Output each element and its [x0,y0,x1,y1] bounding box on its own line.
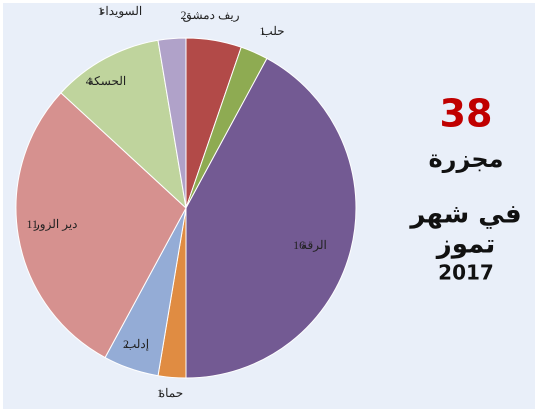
slice-label: ريف دمشق2 [180,8,239,22]
slice-label: الحسكة4 [86,74,127,88]
slice [60,39,187,210]
summary-line: في شهر [408,200,521,230]
slice-label: إدلب2 [123,337,149,352]
category-label: حلب [261,24,284,38]
summary-line: مجزرة [428,145,503,173]
category-label: إدلب [125,337,149,352]
value-label: 1 [259,24,265,38]
slice-label: حماة1 [157,386,183,400]
value-label: 2 [180,8,186,22]
category-label: الرقة [301,238,327,252]
slice-label: حلب1 [259,24,284,38]
slice-label: السويداء1 [98,4,143,18]
summary-line: تموز [435,230,495,260]
value-label: 1 [98,4,104,18]
value-label: 2 [123,337,129,351]
value-label: 4 [86,74,92,88]
slice [157,37,187,209]
category-label: دير الزور [33,217,78,231]
slice [185,57,357,379]
summary-line: 2017 [438,261,494,285]
category-label: حماة [159,386,183,400]
value-label: 16 [293,238,305,252]
slice [15,92,187,359]
category-label: الحسكة [88,74,127,88]
slice-label: دير الزور11 [26,217,77,231]
slice-label: الرقة16 [293,238,327,252]
value-label: 1 [157,386,163,400]
category-label: السويداء [100,4,143,18]
value-label: 11 [26,217,38,231]
category-label: ريف دمشق [182,8,239,22]
total: 38 [440,92,493,136]
